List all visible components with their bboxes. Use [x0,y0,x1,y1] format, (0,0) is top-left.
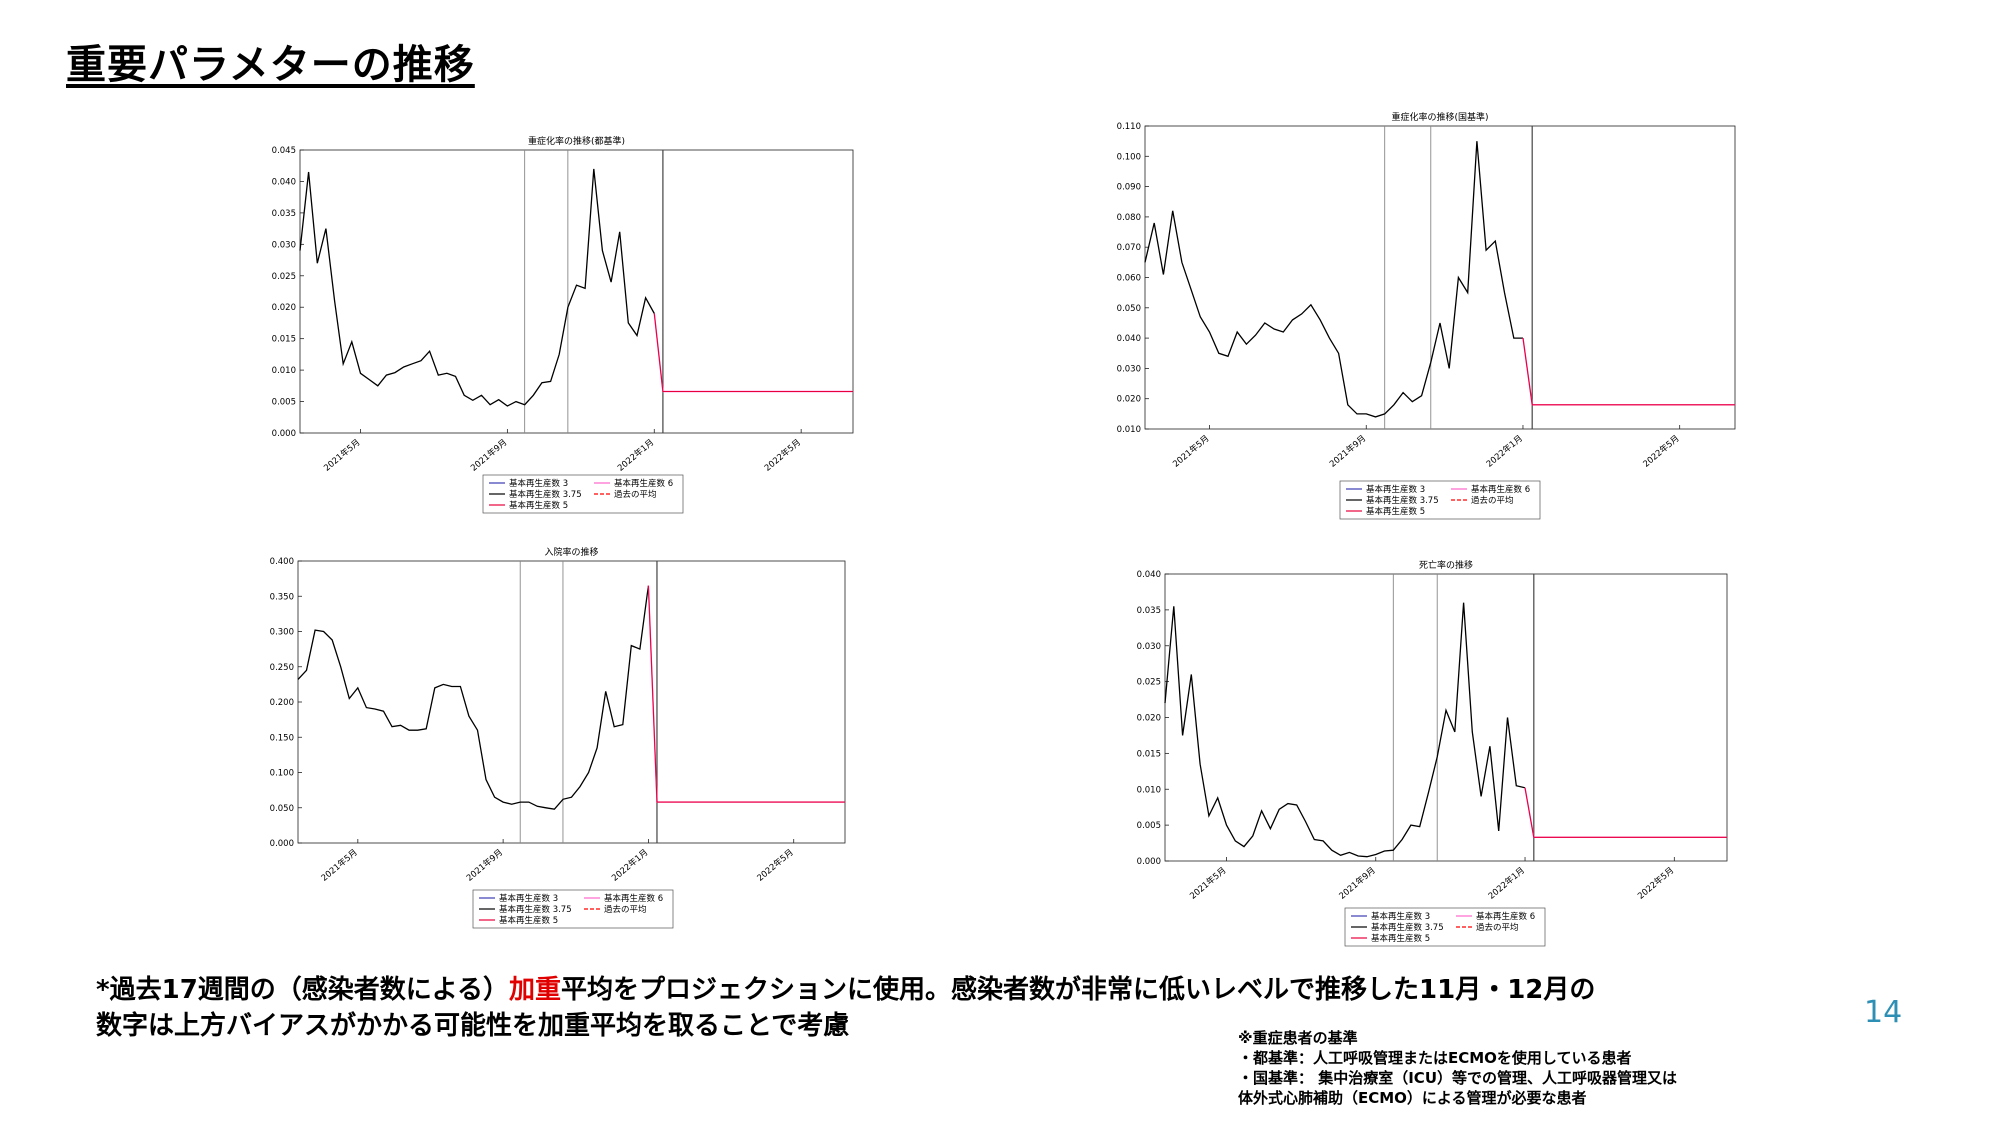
footnote-line-1: *過去17週間の（感染者数による）加重平均をプロジェクションに使用。感染者数が非… [96,972,1796,1008]
y-tick-label: 0.040 [272,177,296,187]
y-tick-label: 0.010 [272,366,296,376]
y-tick-label: 0.000 [272,429,296,439]
legend-label: 過去の平均 [614,489,657,500]
footnote-text-1: *過去17週間の（感染者数による） [96,975,509,1005]
y-tick-label: 0.005 [272,398,296,408]
x-tick-label: 2021年5月 [322,437,363,474]
x-tick-label: 2022年5月 [762,437,803,474]
page-number: 14 [1864,995,1902,1030]
chart-title: 重症化率の推移(都基準) [528,135,625,147]
history-series [300,169,654,406]
plot-frame [300,150,853,433]
legend-label: 基本再生産数 3 [509,478,568,489]
legend-label: 基本再生産数 3.75 [509,489,582,500]
projection-series-r5 [654,314,853,392]
y-tick-label: 0.035 [272,209,296,219]
y-tick-label: 0.030 [272,240,296,250]
x-tick-label: 2021年9月 [468,437,509,474]
criteria-national-cont: 体外式心肺補助（ECMO）による管理が必要な患者 [1238,1088,1677,1108]
projection-series-r6 [654,314,853,392]
legend-label: 基本再生産数 6 [614,478,673,489]
y-tick-label: 0.020 [272,303,296,313]
y-tick-label: 0.025 [272,272,296,282]
criteria-national: ・国基準： 集中治療室（ICU）等での管理、人工呼吸器管理又は [1238,1068,1677,1088]
criteria-heading: ※重症患者の基準 [1238,1028,1677,1048]
severity-criteria: ※重症患者の基準 ・都基準：人工呼吸管理またはECMOを使用している患者 ・国基… [1238,1028,1677,1108]
footnote-text-2: 平均をプロジェクションに使用。感染者数が非常に低いレベルで推移した11月・12月… [561,975,1595,1005]
footnote-highlight: 加重 [509,975,561,1005]
criteria-tokyo: ・都基準：人工呼吸管理またはECMOを使用している患者 [1238,1048,1677,1068]
y-tick-label: 0.015 [272,335,296,345]
x-tick-label: 2022年1月 [615,437,656,474]
legend-label: 基本再生産数 5 [509,500,568,511]
y-tick-label: 0.045 [272,146,296,156]
